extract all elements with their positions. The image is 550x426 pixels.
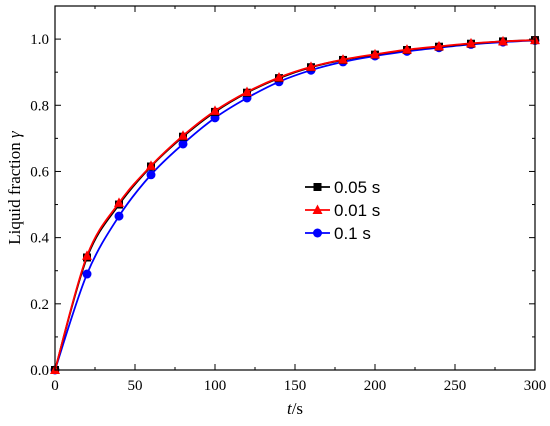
- x-tick-label-1: 50: [128, 378, 143, 394]
- series-1-point-14: [498, 35, 508, 46]
- ticks: 0 50 100 150 200 250 300 0.0 0.2 0.4 0.6 0.8 1.0: [30, 5, 547, 394]
- x-axis-title-symbol: t: [287, 399, 293, 418]
- series-2: [50, 35, 540, 375]
- series-2-point-2: [114, 211, 124, 221]
- legend-label-2: 0.1 s: [334, 224, 371, 243]
- y-axis-title-symbol: γ: [5, 130, 24, 138]
- series-1-point-2: [114, 197, 124, 207]
- plot-frame: [54, 5, 536, 371]
- series-1-point-7: [274, 71, 284, 82]
- legend-label-0: 0.05 s: [334, 178, 380, 197]
- series-1-point-13: [466, 37, 476, 48]
- legend-label-1: 0.01 s: [334, 201, 380, 220]
- plot-area: [50, 34, 540, 375]
- series-1-point-1: [82, 250, 92, 260]
- axes: [54, 5, 536, 371]
- legend-entry-1: 0.01 s: [305, 201, 380, 220]
- series-1-point-9: [338, 54, 348, 64]
- series-1-point-11: [402, 44, 412, 54]
- series-1: [50, 34, 540, 374]
- x-axis-title: t/s: [287, 399, 303, 418]
- y-tick-label-2: 0.4: [30, 231, 49, 247]
- x-tick-label-2: 100: [204, 378, 227, 394]
- series-1-point-12: [434, 40, 444, 51]
- series-2-point-1: [82, 269, 92, 279]
- y-tick-label-4: 0.8: [30, 98, 49, 114]
- legend-entry-2: 0.1 s: [305, 224, 371, 243]
- x-tick-label-4: 200: [364, 378, 387, 394]
- series-2-line: [54, 39, 536, 371]
- series-1-point-8: [306, 61, 316, 71]
- y-axis-title-text: Liquid fraction: [5, 138, 24, 245]
- legend-marker-2: [313, 228, 322, 238]
- y-tick-label-1: 0.2: [30, 297, 49, 313]
- legend: 0.05 s 0.01 s 0.1 s: [305, 178, 380, 243]
- x-tick-label-3: 150: [284, 378, 307, 394]
- series-2-point-4: [178, 139, 188, 149]
- y-tick-label-3: 0.6: [30, 164, 49, 180]
- x-tick-label-0: 0: [51, 378, 59, 394]
- series-0: [51, 36, 539, 374]
- x-axis-title-unit: /s: [292, 399, 303, 418]
- series-2-point-3: [146, 170, 156, 180]
- legend-entry-0: 0.05 s: [305, 178, 380, 197]
- x-tick-label-5: 250: [444, 378, 467, 394]
- y-tick-label-0: 0.0: [30, 363, 49, 379]
- x-tick-label-6: 300: [524, 378, 547, 394]
- y-tick-label-5: 1.0: [30, 32, 49, 48]
- series-1-point-6: [242, 86, 252, 97]
- series-1-point-10: [370, 48, 380, 59]
- series-1-point-5: [210, 105, 220, 115]
- y-axis-title: Liquid fraction γ: [5, 130, 24, 245]
- legend-marker-1: [312, 204, 323, 214]
- legend-marker-0: [313, 183, 322, 191]
- series-1-point-3: [146, 160, 156, 170]
- series-1-point-4: [178, 130, 188, 140]
- series-1-line: [54, 39, 536, 371]
